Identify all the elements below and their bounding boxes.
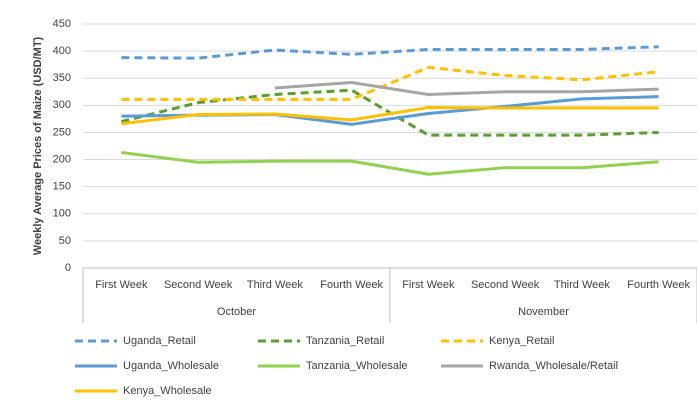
x-tick-label: Second Week	[471, 279, 540, 291]
series-line	[274, 81, 659, 96]
legend-label: Tanzania_Retail	[306, 335, 384, 347]
y-tick-label: 0	[65, 262, 71, 274]
y-tick-label: 250	[53, 126, 71, 138]
x-tick-label: Third Week	[554, 279, 611, 291]
y-axis-label: Weekly Average Prices of Maize (USD/MT)	[32, 36, 44, 255]
series-line	[121, 151, 659, 176]
group-label: October	[217, 306, 256, 318]
y-tick-label: 400	[53, 45, 71, 57]
series-line	[121, 45, 659, 60]
legend-label: Kenya_Retail	[489, 335, 554, 347]
series-line	[121, 106, 659, 126]
legend-label: Uganda_Retail	[123, 335, 196, 347]
series-line	[121, 65, 659, 101]
x-tick-label: Second Week	[164, 279, 233, 291]
y-tick-label: 150	[53, 181, 71, 193]
x-tick-label: First Week	[95, 279, 148, 291]
group-label: November	[518, 306, 569, 318]
y-tick-label: 200	[53, 153, 71, 165]
x-tick-label: First Week	[402, 279, 455, 291]
x-tick-label: Fourth Week	[627, 279, 690, 291]
x-tick-label: Fourth Week	[320, 279, 383, 291]
legend-label: Kenya_Wholesale	[123, 385, 212, 397]
legend-label: Rwanda_Wholesale/Retail	[489, 360, 618, 372]
y-tick-label: 450	[53, 18, 71, 30]
legend-label: Tanzania_Wholesale	[306, 360, 408, 372]
y-tick-label: 50	[59, 235, 71, 247]
y-tick-label: 300	[53, 99, 71, 111]
legend-label: Uganda_Wholesale	[123, 360, 219, 372]
y-tick-label: 350	[53, 72, 71, 84]
x-tick-label: Third Week	[247, 279, 304, 291]
y-tick-label: 100	[53, 208, 71, 220]
